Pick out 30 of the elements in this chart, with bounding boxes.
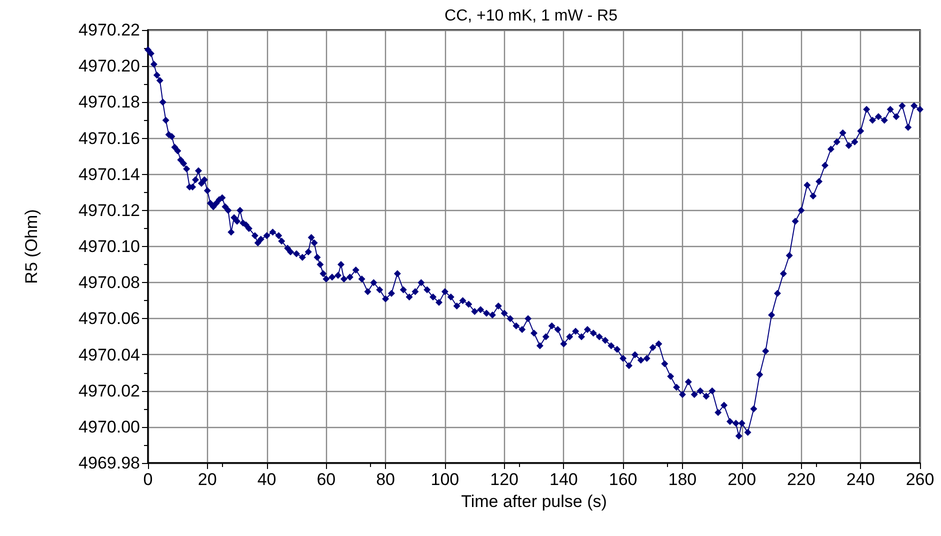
x-tick-label: 100 — [430, 470, 460, 489]
y-tick-label: 4970.22 — [78, 20, 140, 40]
y-tick-label: 4970.06 — [78, 309, 140, 328]
x-axis-title: Time after pulse (s) — [461, 492, 607, 511]
y-tick-label: 4970.08 — [78, 273, 140, 292]
x-tick-label: 60 — [316, 470, 336, 489]
x-tick-label: 40 — [257, 470, 276, 489]
x-tick-label: 0 — [143, 470, 153, 489]
y-tick-label: 4970.16 — [78, 128, 140, 148]
x-tick-label: 240 — [846, 470, 875, 489]
x-tick-label: 120 — [490, 470, 518, 489]
x-tick-label: 160 — [608, 470, 638, 489]
y-axis-title: R5 (Ohm) — [22, 209, 41, 284]
x-tick-label: 20 — [198, 470, 217, 489]
x-tick-label: 80 — [376, 470, 395, 489]
y-tick-label: 4970.12 — [78, 200, 140, 220]
y-tick-label: 4970.18 — [78, 92, 140, 112]
y-tick-label: 4970.02 — [78, 381, 140, 400]
x-tick-label: 260 — [906, 470, 934, 489]
y-tick-label: 4970.14 — [78, 164, 140, 184]
y-tick-label: 4970.04 — [78, 345, 140, 364]
x-tick-label: 220 — [787, 470, 816, 489]
y-tick-label: 4970.10 — [78, 237, 140, 256]
y-tick-label: 4970.00 — [78, 417, 140, 436]
x-tick-label: 140 — [550, 470, 578, 489]
y-tick-label: 4969.98 — [78, 454, 140, 472]
y-tick-label: 4970.20 — [78, 56, 140, 76]
x-tick-label: 200 — [728, 470, 756, 489]
x-tick-label: 180 — [668, 470, 697, 489]
chart-title: CC, +10 mK, 1 mW - R5 — [444, 8, 618, 24]
